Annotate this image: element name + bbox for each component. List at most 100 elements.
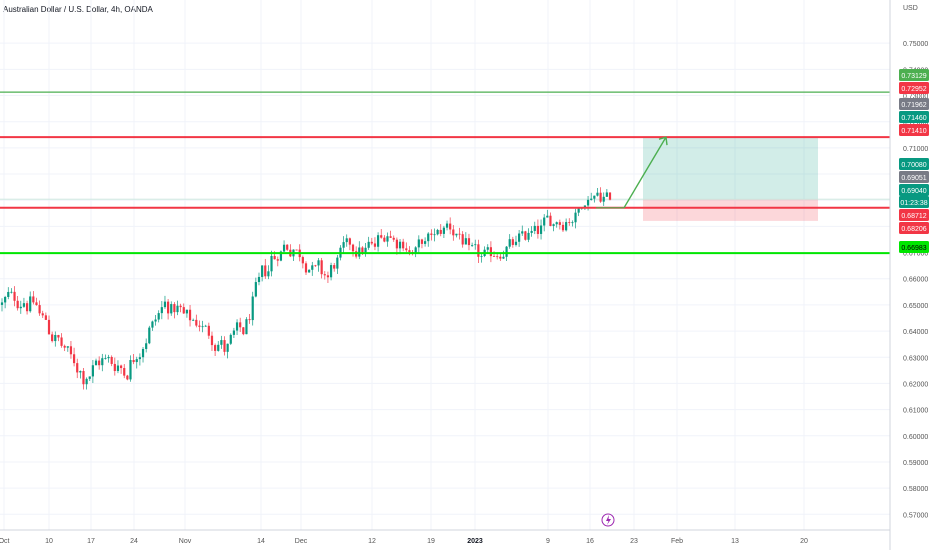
candle-body xyxy=(514,241,518,245)
candle-body xyxy=(329,265,333,278)
candle-body xyxy=(123,368,126,376)
arrow-head xyxy=(658,136,668,146)
price-label-badge xyxy=(899,241,929,253)
candle-body xyxy=(464,238,467,245)
candle-body xyxy=(54,334,57,342)
candle-body xyxy=(436,229,439,235)
candle-body xyxy=(25,303,29,312)
candle-body xyxy=(138,357,141,360)
candle-body xyxy=(367,241,370,248)
candle-body xyxy=(145,343,148,349)
price-label-badge xyxy=(899,196,929,208)
candle-body xyxy=(282,244,286,252)
candle-body xyxy=(574,212,577,223)
loss-zone xyxy=(643,199,818,221)
candle-body xyxy=(445,223,449,228)
candle-body xyxy=(561,224,565,231)
candle-body xyxy=(182,307,185,314)
candle-body xyxy=(57,334,60,338)
candle-body xyxy=(38,305,41,314)
candle-body xyxy=(245,319,248,335)
candle-body xyxy=(452,229,455,236)
price-label-text: 0.73129 xyxy=(901,73,926,80)
candle-body xyxy=(29,296,32,312)
candle-body xyxy=(141,348,145,358)
y-tick-label: 0.64000 xyxy=(903,329,928,336)
candle-body xyxy=(392,237,395,240)
candle-body xyxy=(239,322,242,328)
candle-body xyxy=(511,239,514,245)
candle-body xyxy=(361,247,364,253)
y-tick-label: 0.63000 xyxy=(903,355,928,362)
candle-body xyxy=(461,234,464,245)
candle-body xyxy=(148,327,151,344)
long-position-tool[interactable] xyxy=(0,137,890,221)
candle-body xyxy=(590,198,593,200)
y-tick-label: 0.73000 xyxy=(903,94,928,101)
candle-body xyxy=(505,246,508,257)
candle-body xyxy=(129,360,132,380)
candle-body xyxy=(380,235,383,238)
candle-body xyxy=(85,378,88,385)
candle-body xyxy=(235,322,239,331)
candle-body xyxy=(417,239,420,248)
candle-body xyxy=(430,233,433,235)
candle-body xyxy=(489,247,493,257)
y-tick-label: 0.60000 xyxy=(903,434,928,441)
x-tick-label: Nov xyxy=(179,538,192,545)
candle-body xyxy=(192,319,195,321)
candle-body xyxy=(126,375,129,380)
candle-body xyxy=(442,227,445,234)
candle-body xyxy=(267,271,270,277)
candle-body xyxy=(217,344,220,351)
candle-body xyxy=(0,302,4,305)
y-tick-label: 0.62000 xyxy=(903,381,928,388)
candle-body xyxy=(398,241,402,249)
x-tick-label: 12 xyxy=(368,538,376,545)
x-tick-label: 2023 xyxy=(467,538,483,545)
candle-body xyxy=(60,337,63,346)
candle-body xyxy=(242,327,245,335)
candle-body xyxy=(251,296,254,321)
price-label-text: 0.71410 xyxy=(901,128,926,135)
candle-body xyxy=(66,346,69,348)
price-label-badge xyxy=(899,184,929,196)
candle-body xyxy=(98,360,101,366)
x-tick-label: 16 xyxy=(586,538,594,545)
candle-body xyxy=(402,241,405,249)
candle-body xyxy=(301,257,304,264)
candle-body xyxy=(558,222,561,225)
candle-body xyxy=(210,335,214,346)
candle-body xyxy=(499,256,502,259)
candle-body xyxy=(10,291,13,293)
candle-body xyxy=(395,239,398,249)
candle-body xyxy=(94,360,98,366)
candle-body xyxy=(314,265,317,267)
projection-arrow[interactable] xyxy=(596,136,668,209)
x-tick-label: 23 xyxy=(630,538,638,545)
candle-body xyxy=(405,248,408,251)
y-tick-label: 0.59000 xyxy=(903,460,928,467)
price-label-text: 0.71460 xyxy=(901,115,926,122)
candle-body xyxy=(157,313,160,320)
candle-body xyxy=(420,239,424,244)
candle-body xyxy=(480,256,483,257)
price-label-badge xyxy=(899,69,929,81)
candle-body xyxy=(232,330,236,335)
x-tick-label: 9 xyxy=(546,538,550,545)
currency-label: USD xyxy=(903,5,918,12)
candle-body xyxy=(47,319,51,335)
candle-body xyxy=(195,319,198,326)
candle-body xyxy=(577,208,580,213)
price-label-text: 0.71962 xyxy=(901,102,926,109)
candle-body xyxy=(226,343,229,352)
event-marker[interactable] xyxy=(601,513,615,527)
price-label-badge xyxy=(899,209,929,221)
horizontal-levels[interactable] xyxy=(0,91,890,255)
candle-body xyxy=(408,250,411,253)
profit-zone xyxy=(643,137,818,200)
candle-body xyxy=(571,222,574,224)
candle-body xyxy=(593,195,596,199)
